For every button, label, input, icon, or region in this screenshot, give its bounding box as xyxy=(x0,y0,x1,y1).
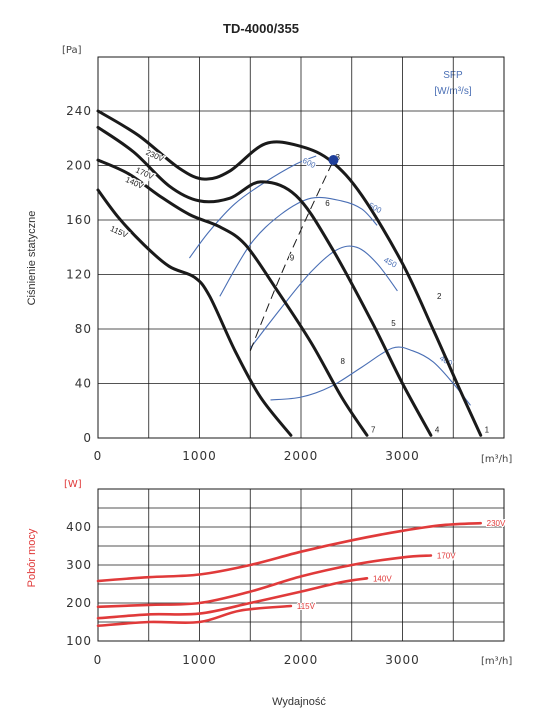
operating-point-label: 9 xyxy=(290,254,295,263)
operating-point-label: 1 xyxy=(485,425,490,434)
chart-title: TD-4000/355 xyxy=(223,21,299,36)
y-tick-label: 200 xyxy=(66,159,92,173)
operating-point-label: 5 xyxy=(391,319,396,328)
x-axis-title: Wydajność xyxy=(272,696,326,708)
sfp-curve-400 xyxy=(270,346,471,406)
power-x-unit: [m³/h] xyxy=(481,656,512,667)
power-series-170V xyxy=(96,554,433,609)
power-unit-label: [W] xyxy=(64,479,82,490)
pressure-axis-title: Ciśnienie statyczne xyxy=(26,211,38,306)
power-grid xyxy=(97,488,505,642)
operating-point-label: 4 xyxy=(435,425,440,434)
power-series-label: 140V xyxy=(373,574,392,583)
power-x-tick-label: 0 xyxy=(94,653,103,667)
sfp-label: 450 xyxy=(382,255,398,269)
pressure-plot-frame xyxy=(97,56,505,439)
y-tick-label: 240 xyxy=(66,104,92,118)
power-series-label: 170V xyxy=(437,552,456,561)
power-series-label: 115V xyxy=(297,602,316,611)
power-series-140V xyxy=(96,577,369,620)
operating-point-label: 3 xyxy=(335,153,340,162)
power-y-tick-label: 100 xyxy=(66,634,92,648)
y-tick-label: 80 xyxy=(75,322,92,336)
system-curve xyxy=(249,159,334,351)
pressure-series-230V xyxy=(96,109,483,437)
power-x-tick-label: 2000 xyxy=(284,653,319,667)
power-axis-title: Pobór mocy xyxy=(26,528,38,587)
sfp-curve-500 xyxy=(219,196,378,297)
operating-point-label: 8 xyxy=(341,357,346,366)
design-point-marker xyxy=(328,155,339,166)
power-series-230V xyxy=(96,521,482,583)
pressure-series-140V xyxy=(96,158,369,437)
pressure-series-170V xyxy=(96,125,433,437)
pressure-series-115V xyxy=(96,188,293,437)
operating-point-label: 7 xyxy=(371,425,376,434)
sfp-curve-600 xyxy=(188,155,317,259)
sfp-label: 600 xyxy=(301,156,317,170)
y-tick-label: 0 xyxy=(83,431,92,445)
power-x-tick-label: 1000 xyxy=(182,653,217,667)
y-tick-label: 40 xyxy=(75,377,92,391)
power-plot-frame xyxy=(97,488,505,642)
operating-point-label: 6 xyxy=(325,199,330,208)
pressure-grid xyxy=(97,56,505,439)
power-series-115V xyxy=(96,604,293,628)
y-tick-label: 160 xyxy=(66,213,92,227)
x-tick-label: 2000 xyxy=(284,449,319,463)
power-series-label: 230V xyxy=(487,519,506,528)
series-label: 230V xyxy=(144,148,165,164)
power-x-tick-label: 3000 xyxy=(385,653,420,667)
pressure-unit-label: [Pa] xyxy=(62,45,82,56)
power-y-tick-label: 400 xyxy=(66,520,92,534)
sfp-curve-450 xyxy=(249,245,398,349)
y-tick-label: 120 xyxy=(66,268,92,282)
pressure-x-unit: [m³/h] xyxy=(481,454,512,465)
power-y-tick-label: 200 xyxy=(66,596,92,610)
x-tick-label: 3000 xyxy=(385,449,420,463)
x-tick-label: 1000 xyxy=(182,449,217,463)
power-chart: [W] Pobór mocy [m³/h] 100 200 300 400 0 1000 2… xyxy=(26,479,512,667)
x-tick-label: 0 xyxy=(94,449,103,463)
series-label: 140V xyxy=(124,175,145,191)
operating-point-label: 2 xyxy=(437,292,442,301)
power-y-tick-label: 300 xyxy=(66,558,92,572)
pressure-chart: [Pa] Ciśnienie statyczne [m³/h] SFP [W/m… xyxy=(26,45,512,465)
